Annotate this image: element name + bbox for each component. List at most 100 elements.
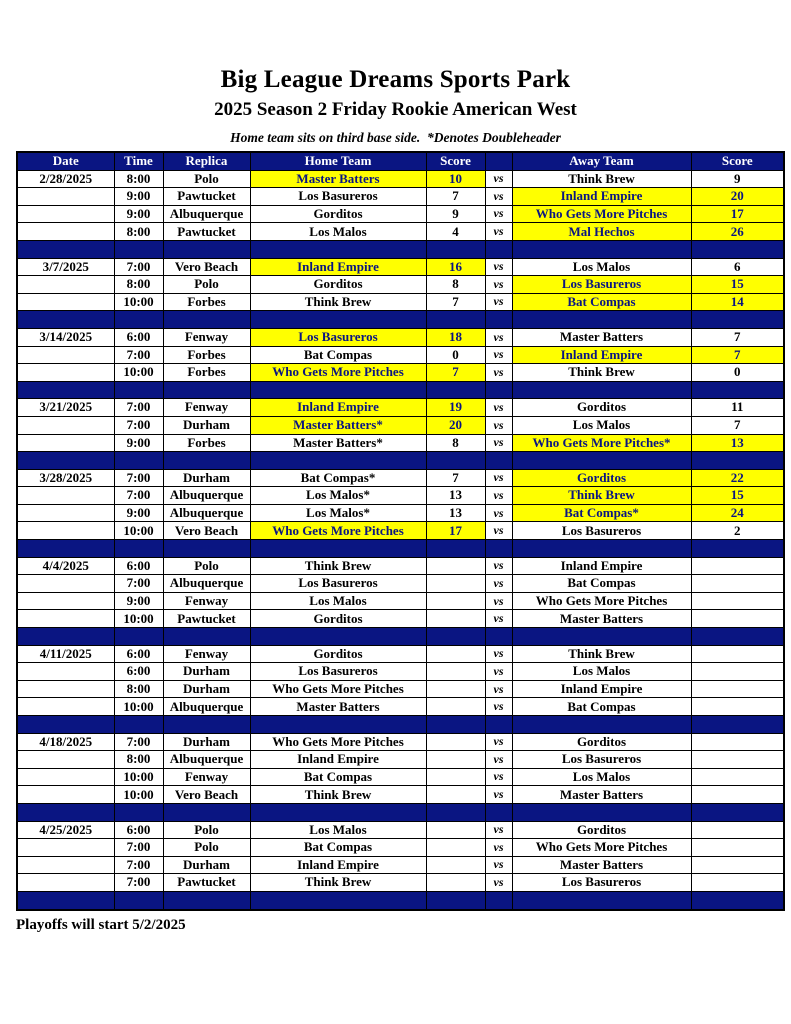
separator-cell — [511, 380, 692, 400]
home-team-cell: Los Basureros — [249, 662, 427, 681]
home-team-cell: Los Malos — [249, 222, 427, 241]
home-score-cell: 20 — [425, 415, 486, 435]
home-team-cell: Bat Compas — [249, 345, 427, 365]
time-cell: 7:00 — [113, 574, 164, 593]
date-cell: 4/18/2025 — [16, 732, 115, 752]
vs-cell: vs — [484, 363, 513, 382]
home-team-cell: Think Brew — [249, 873, 427, 892]
away-team-cell: Think Brew — [511, 169, 692, 189]
game-row: 10:00 Pawtucket Gorditos vs Master Batters — [16, 609, 785, 629]
away-team-cell: Bat Compas — [511, 697, 692, 716]
separator-cell — [16, 890, 115, 911]
replica-cell: Forbes — [162, 345, 251, 365]
game-row: 10:00 Fenway Bat Compas vs Los Malos — [16, 767, 785, 787]
separator-cell — [690, 539, 785, 558]
away-score-cell — [690, 609, 785, 629]
home-team-cell: Gorditos — [249, 275, 427, 294]
home-score-cell: 19 — [425, 398, 486, 417]
separator-row — [16, 890, 785, 911]
game-row: 7:00 Albuquerque Los Malos* 13 vs Think Brew 1… — [16, 486, 785, 505]
home-score-cell: 7 — [425, 292, 486, 312]
away-score-cell — [690, 574, 785, 593]
date-cell — [16, 433, 115, 453]
home-score-cell: 10 — [425, 169, 486, 189]
separator-cell — [113, 715, 164, 734]
home-team-cell: Inland Empire — [249, 750, 427, 769]
date-cell — [16, 679, 115, 699]
separator-cell — [484, 627, 513, 646]
replica-cell: Polo — [162, 275, 251, 294]
game-row: 7:00 Polo Bat Compas vs Who Gets More Pitche… — [16, 838, 785, 857]
game-row: 9:00 Fenway Los Malos vs Who Gets More Pitch… — [16, 591, 785, 611]
home-team-cell: Master Batters* — [249, 433, 427, 453]
replica-cell: Fenway — [162, 591, 251, 611]
replica-cell: Polo — [162, 556, 251, 576]
away-team-cell: Gorditos — [511, 732, 692, 752]
separator-cell — [511, 890, 692, 911]
away-team-cell: Who Gets More Pitches — [511, 838, 692, 857]
replica-cell: Fenway — [162, 327, 251, 347]
away-team-cell: Los Malos — [511, 257, 692, 277]
away-score-cell: 9 — [690, 169, 785, 189]
away-team-cell: Inland Empire — [511, 345, 692, 365]
header-row: Date Time Replica Home Team Score Away Team Sc… — [16, 151, 785, 171]
away-score-cell: 24 — [690, 503, 785, 523]
separator-cell — [249, 715, 427, 734]
game-row: 10:00 Forbes Who Gets More Pitches 7 vs Think… — [16, 363, 785, 382]
time-cell: 6:00 — [113, 327, 164, 347]
vs-cell: vs — [484, 503, 513, 523]
vs-cell: vs — [484, 292, 513, 312]
game-row: 3/7/2025 7:00 Vero Beach Inland Empire 16 vs L… — [16, 257, 785, 277]
home-team-cell: Los Basureros — [249, 327, 427, 347]
time-cell: 7:00 — [113, 855, 164, 875]
page-note: Home team sits on third base side. *Deno… — [230, 130, 561, 145]
replica-cell: Durham — [162, 855, 251, 875]
time-cell: 10:00 — [113, 363, 164, 382]
separator-cell — [425, 802, 486, 822]
date-cell: 3/28/2025 — [16, 468, 115, 488]
date-cell: 4/11/2025 — [16, 644, 115, 664]
game-row: 7:00 Pawtucket Think Brew vs Los Basureros — [16, 873, 785, 892]
vs-cell: vs — [484, 327, 513, 347]
separator-cell — [690, 715, 785, 734]
away-score-cell: 15 — [690, 275, 785, 294]
away-score-cell: 13 — [690, 433, 785, 453]
away-team-cell: Los Malos — [511, 415, 692, 435]
game-row: 9:00 Pawtucket Los Basureros 7 vs Inland Empi… — [16, 187, 785, 206]
date-cell — [16, 767, 115, 787]
separator-row — [16, 539, 785, 558]
separator-cell — [484, 451, 513, 470]
time-cell: 7:00 — [113, 732, 164, 752]
home-team-cell: Who Gets More Pitches — [249, 679, 427, 699]
replica-cell: Fenway — [162, 398, 251, 417]
vs-cell: vs — [484, 609, 513, 629]
vs-cell: vs — [484, 433, 513, 453]
separator-cell — [249, 539, 427, 558]
date-cell — [16, 855, 115, 875]
time-cell: 6:00 — [113, 644, 164, 664]
away-score-cell — [690, 767, 785, 787]
home-score-cell: 7 — [425, 468, 486, 488]
separator-row — [16, 451, 785, 470]
time-cell: 9:00 — [113, 433, 164, 453]
game-row: 10:00 Vero Beach Think Brew vs Master Batter… — [16, 785, 785, 804]
separator-cell — [16, 627, 115, 646]
separator-cell — [511, 715, 692, 734]
home-score-cell — [425, 679, 486, 699]
column-header: Time — [113, 151, 164, 171]
separator-cell — [425, 627, 486, 646]
separator-cell — [425, 451, 486, 470]
away-score-cell — [690, 820, 785, 840]
vs-cell: vs — [484, 679, 513, 699]
playoffs-footer: Playoffs will start 5/2/2025 — [16, 916, 186, 933]
away-score-cell — [690, 750, 785, 769]
separator-cell — [511, 539, 692, 558]
away-score-cell: 22 — [690, 468, 785, 488]
away-team-cell: Think Brew — [511, 363, 692, 382]
vs-cell: vs — [484, 204, 513, 224]
vs-cell: vs — [484, 838, 513, 857]
replica-cell: Albuquerque — [162, 697, 251, 716]
separator-cell — [162, 539, 251, 558]
replica-cell: Polo — [162, 820, 251, 840]
separator-cell — [113, 802, 164, 822]
